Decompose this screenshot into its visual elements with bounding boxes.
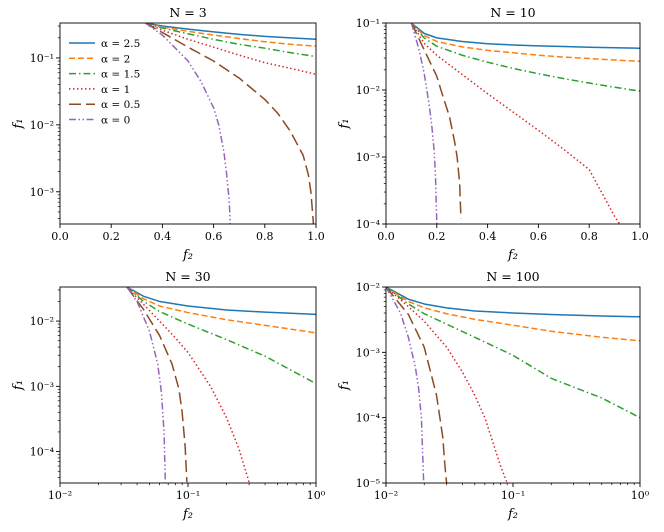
series-line-1 — [410, 23, 640, 49]
legend-label: α = 2 — [101, 53, 130, 65]
x-tick-label: 10⁰ — [307, 489, 326, 502]
series-line-4 — [144, 23, 316, 76]
series-line-2 — [145, 23, 316, 47]
y-tick-label: 10⁻³ — [30, 186, 54, 199]
series-line-5 — [386, 287, 448, 483]
legend-label: α = 1.5 — [101, 69, 140, 81]
axes-frame — [385, 22, 641, 225]
x-tick-label: 0.2 — [102, 230, 120, 243]
y-tick-label: 10⁻³ — [356, 346, 380, 359]
series-line-2 — [386, 287, 640, 342]
y-tick-label: 10⁻² — [356, 281, 380, 294]
legend-label: α = 0 — [101, 115, 130, 127]
legend: α = 2.5 α = 2 α = 1.5 α = 1 α = 0.5 α = 0 — [69, 38, 140, 127]
x-tick-label: 0.4 — [479, 230, 497, 243]
axes-frame — [59, 22, 317, 225]
legend-label: α = 0.5 — [101, 99, 140, 111]
x-tick-label: 0.4 — [154, 230, 172, 243]
y-tick-label: 10⁻³ — [356, 151, 380, 164]
x-tick-label: 10⁻¹ — [176, 489, 200, 502]
y-tick-label: 10⁻⁵ — [356, 477, 380, 490]
x-axis-label: f₂ — [182, 507, 193, 522]
y-axis-label: f₁ — [11, 380, 26, 391]
series-line-3 — [126, 287, 316, 385]
y-axis-label: f₁ — [337, 380, 352, 391]
series-line-2 — [126, 287, 316, 334]
series-line-5 — [144, 23, 315, 224]
series-line-3 — [145, 23, 316, 58]
panel-title: N = 3 — [169, 5, 206, 20]
x-tick-label: 10⁰ — [631, 489, 650, 502]
x-tick-label: 0.8 — [256, 230, 274, 243]
y-tick-label: 10⁻² — [30, 315, 54, 328]
series-line-5 — [126, 287, 188, 483]
series-line-4 — [410, 23, 621, 224]
x-tick-label: 0.6 — [205, 230, 223, 243]
series-line-1 — [145, 23, 316, 41]
y-tick-label: 10⁻³ — [30, 380, 54, 393]
panel-title: N = 100 — [486, 269, 539, 284]
x-tick-label: 0.0 — [51, 230, 69, 243]
panel-4: 10⁻² 10⁻¹ 10⁰ 10⁻⁵ 10⁻⁴ 10⁻³ 10⁻² N = 100 f₂ f₁ — [337, 269, 650, 522]
panel-3: 10⁻² 10⁻¹ 10⁰ 10⁻⁴ 10⁻³ 10⁻² N = 30 f₂ f₁ — [11, 269, 326, 522]
x-tick-label: 0.6 — [530, 230, 548, 243]
series-line-6 — [144, 23, 231, 224]
y-tick-label: 10⁻¹ — [356, 17, 380, 30]
series-line-1 — [386, 287, 640, 318]
series-line-1 — [126, 287, 316, 316]
panel-title: N = 30 — [165, 269, 210, 284]
y-tick-label: 10⁻² — [30, 119, 54, 132]
series-line-6 — [410, 23, 438, 224]
panel-2: 0.0 0.2 0.4 0.6 0.8 1.0 10⁻⁴ 10⁻³ 10⁻² 10⁻¹ N = 10… — [337, 5, 649, 263]
y-tick-label: 10⁻¹ — [30, 52, 54, 65]
panel-title: N = 10 — [490, 5, 535, 20]
series-line-4 — [126, 287, 250, 483]
x-tick-label: 0.8 — [580, 230, 598, 243]
y-axis-label: f₁ — [337, 118, 352, 129]
series-line-4 — [386, 287, 508, 483]
x-axis-label: f₂ — [507, 248, 518, 263]
y-tick-label: 10⁻⁴ — [30, 446, 55, 459]
panel-1: 0.0 0.2 0.4 0.6 0.8 1.0 10⁻³ 10⁻² 10⁻¹ N = 3 f₂ f₁ α… — [11, 5, 325, 263]
x-tick-label: 1.0 — [631, 230, 649, 243]
x-tick-label: 10⁻² — [374, 489, 398, 502]
y-tick-label: 10⁻² — [356, 84, 380, 97]
axes-frame — [59, 286, 317, 484]
series-line-3 — [410, 23, 640, 92]
y-axis-label: f₁ — [11, 118, 26, 129]
x-tick-label: 10⁻¹ — [501, 489, 525, 502]
x-axis-label: f₂ — [182, 248, 193, 263]
x-tick-label: 10⁻² — [48, 489, 72, 502]
y-tick-label: 10⁻⁴ — [356, 218, 381, 231]
x-axis-label: f₂ — [507, 507, 518, 522]
series-line-6 — [126, 287, 167, 483]
x-tick-label: 0.0 — [377, 230, 395, 243]
y-tick-label: 10⁻⁴ — [356, 412, 381, 425]
legend-label: α = 1 — [101, 84, 130, 96]
legend-label: α = 2.5 — [101, 38, 140, 50]
x-tick-label: 0.2 — [428, 230, 446, 243]
x-tick-label: 1.0 — [307, 230, 325, 243]
series-line-6 — [386, 287, 425, 483]
series-line-2 — [410, 23, 640, 63]
series-line-3 — [386, 287, 640, 419]
series-line-5 — [410, 23, 462, 219]
